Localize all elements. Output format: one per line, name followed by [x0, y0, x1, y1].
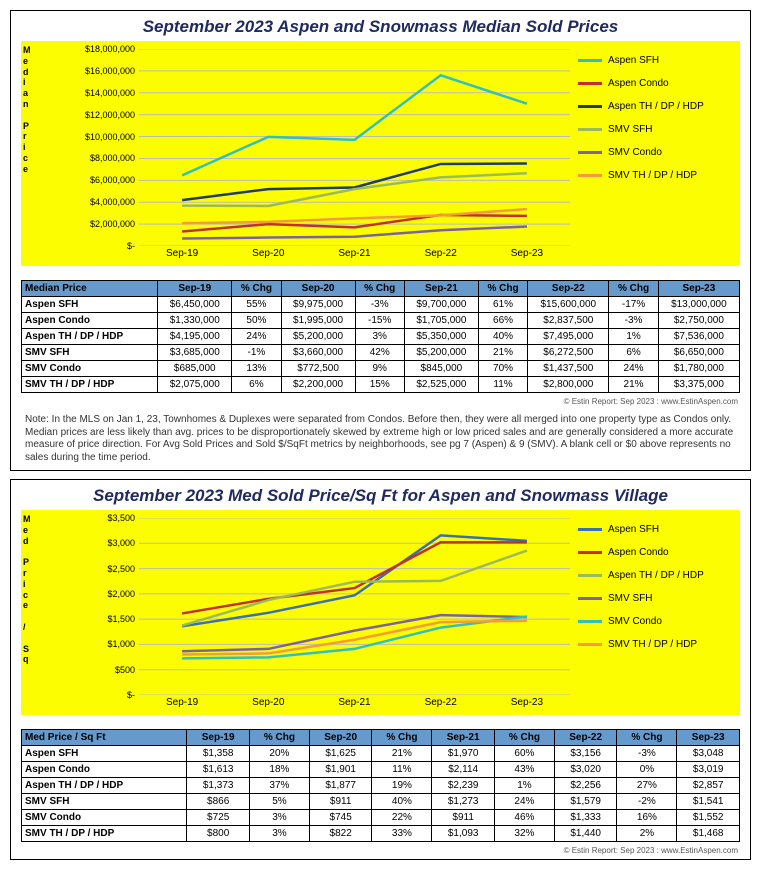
chart1-area: Median Price $-$2,000,000$4,000,000$6,00…	[21, 41, 740, 276]
chart2-legend: Aspen SFH Aspen Condo Aspen TH / DP / HDP S…	[578, 524, 736, 662]
legend-item: SMV TH / DP / HDP	[578, 170, 736, 181]
chart1-plot: $-$2,000,000$4,000,000$6,000,000$8,000,0…	[81, 49, 570, 246]
chart1-table: Median PriceSep-19% ChgSep-20% ChgSep-21…	[21, 280, 740, 393]
legend-item: SMV TH / DP / HDP	[578, 639, 736, 650]
chart1-credit: © Estin Report: Sep 2023 : www.EstinAspe…	[11, 395, 750, 410]
chart2-yticks: $-$500$1,000$1,500$2,000$2,500$3,000$3,5…	[81, 518, 139, 695]
chart2-title: September 2023 Med Sold Price/Sq Ft for …	[11, 480, 750, 510]
legend-item: Aspen SFH	[578, 524, 736, 535]
legend-item: SMV Condo	[578, 147, 736, 158]
panel-median-price: September 2023 Aspen and Snowmass Median…	[10, 10, 751, 471]
legend-item: Aspen TH / DP / HDP	[578, 101, 736, 112]
chart1-xlabels: Sep-19Sep-20Sep-21Sep-22Sep-23	[139, 248, 570, 264]
chart2-area: Med Price / Sq $-$500$1,000$1,500$2,000$…	[21, 510, 740, 725]
chart1-legend: Aspen SFH Aspen Condo Aspen TH / DP / HDP S…	[578, 55, 736, 193]
legend-item: Aspen SFH	[578, 55, 736, 66]
chart2-svg	[139, 518, 570, 695]
panel-price-sqft: September 2023 Med Sold Price/Sq Ft for …	[10, 479, 751, 860]
legend-item: SMV SFH	[578, 593, 736, 604]
legend-item: Aspen Condo	[578, 78, 736, 89]
chart1-title: September 2023 Aspen and Snowmass Median…	[11, 11, 750, 41]
chart2-credit: © Estin Report: Sep 2023 : www.EstinAspe…	[11, 844, 750, 859]
legend-item: SMV SFH	[578, 124, 736, 135]
note-text: Note: In the MLS on Jan 1, 23, Townhomes…	[11, 410, 750, 470]
chart1-ylabel: Median Price	[23, 45, 31, 175]
legend-item: Aspen TH / DP / HDP	[578, 570, 736, 581]
chart1-yticks: $-$2,000,000$4,000,000$6,000,000$8,000,0…	[81, 49, 139, 246]
chart1-svg	[139, 49, 570, 246]
chart2-xlabels: Sep-19Sep-20Sep-21Sep-22Sep-23	[139, 697, 570, 713]
chart2-ylabel: Med Price / Sq	[23, 514, 31, 665]
chart2-plot: $-$500$1,000$1,500$2,000$2,500$3,000$3,5…	[81, 518, 570, 695]
legend-item: SMV Condo	[578, 616, 736, 627]
legend-item: Aspen Condo	[578, 547, 736, 558]
chart2-table: Med Price / Sq FtSep-19% ChgSep-20% ChgS…	[21, 729, 740, 842]
